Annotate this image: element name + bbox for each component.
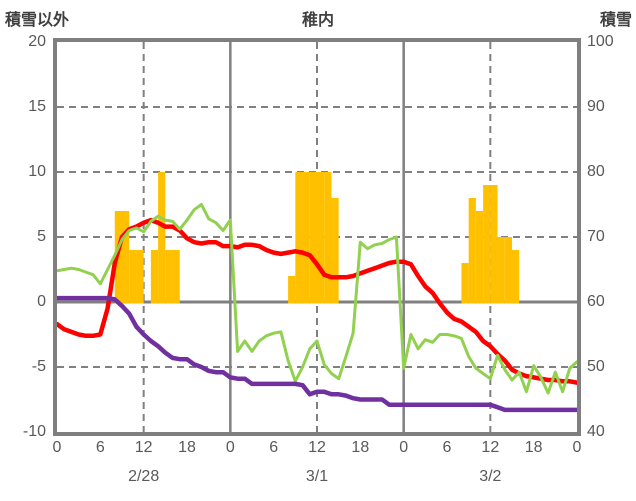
left-axis-tick-label: -5 — [31, 358, 46, 375]
snowfall-bar — [288, 276, 296, 304]
green-line — [57, 203, 577, 395]
x-axis-tick-label: 0 — [52, 439, 62, 456]
snowfall-bar — [158, 172, 166, 304]
snowfall-bar — [122, 211, 130, 304]
snowfall-bar — [490, 185, 498, 304]
right-axis-tick-label: 40 — [587, 423, 605, 440]
snowfall-bar — [468, 198, 476, 304]
left-axis-tick-label: -10 — [22, 423, 46, 440]
snowfall-bar — [483, 185, 491, 304]
right-axis-tick-label: 80 — [587, 163, 605, 180]
x-axis-tick-label: 0 — [399, 439, 409, 456]
x-axis-date-label: 2/28 — [128, 468, 160, 485]
right-axis-tick-label: 60 — [587, 293, 605, 310]
snowfall-bar — [324, 172, 332, 304]
plot-canvas — [57, 42, 577, 432]
right-axis-title: 積雪 — [599, 12, 632, 29]
x-axis-tick-label: 18 — [178, 439, 196, 456]
snowfall-bar — [172, 250, 180, 304]
x-axis-tick-label: 18 — [351, 439, 370, 456]
x-axis-tick-label: 6 — [95, 439, 105, 456]
x-axis-tick-label: 6 — [442, 439, 452, 456]
plot-area — [53, 38, 581, 436]
left-axis-tick-label: 5 — [37, 228, 46, 245]
left-axis-tick-label: 20 — [28, 33, 46, 50]
snowfall-bar — [309, 172, 317, 304]
snowfall-bar — [129, 250, 137, 304]
chart-title: 稚内 — [301, 12, 334, 29]
snowfall-bar — [504, 237, 512, 304]
snowfall-bar — [475, 211, 484, 304]
snowfall-bar — [497, 237, 505, 304]
left-axis-tick-label: 10 — [28, 163, 46, 180]
right-axis-tick-label: 70 — [587, 228, 605, 245]
snowfall-bar — [150, 250, 159, 304]
snowfall-bar — [331, 198, 339, 304]
x-axis-tick-label: 12 — [308, 439, 326, 456]
snowfall-bar — [165, 250, 173, 304]
left-axis-tick-label: 15 — [28, 98, 46, 115]
snowfall-bar — [302, 172, 310, 304]
red-line — [57, 217, 577, 385]
right-axis-tick-label: 50 — [587, 358, 605, 375]
x-axis-date-label: 3/2 — [479, 468, 502, 485]
x-axis-date-label: 3/1 — [305, 468, 329, 485]
right-axis-tick-label: 100 — [587, 33, 614, 50]
x-axis-tick-label: 12 — [481, 439, 500, 456]
snowfall-bar — [317, 172, 325, 304]
left-axis-title: 積雪以外 — [5, 12, 70, 29]
snowfall-bar — [461, 263, 469, 304]
right-axis-tick-label: 90 — [587, 98, 605, 115]
x-axis-tick-label: 0 — [225, 439, 235, 456]
snowfall-bar — [295, 172, 303, 304]
x-axis-tick-label: 0 — [572, 439, 582, 456]
snowfall-bar — [512, 250, 520, 304]
left-axis-tick-label: 0 — [37, 293, 46, 310]
purple-line — [57, 295, 577, 413]
snowfall-bar — [136, 250, 144, 304]
x-axis-tick-label: 18 — [524, 439, 543, 456]
x-axis-tick-label: 6 — [269, 439, 279, 456]
x-axis-tick-label: 12 — [134, 439, 153, 456]
